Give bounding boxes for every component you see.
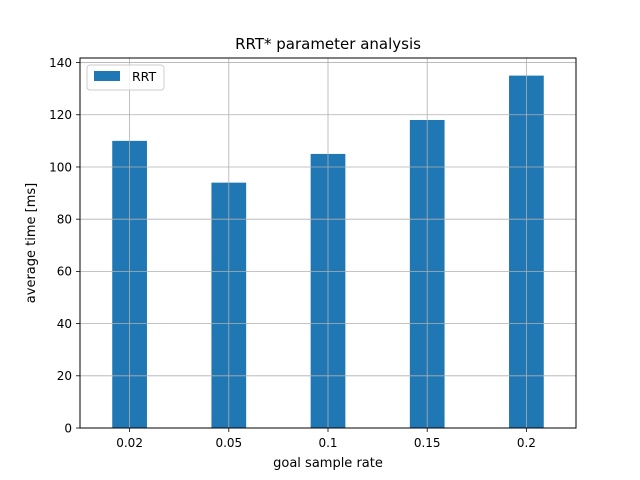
x-tick-label: 0.1 — [318, 436, 337, 450]
chart-title: RRT* parameter analysis — [235, 35, 421, 53]
y-axis-ticks: 0 20 40 60 80 100 120 140 — [49, 56, 80, 435]
y-tick-label: 140 — [49, 56, 72, 70]
x-tick-label: 0.05 — [215, 436, 242, 450]
y-tick-label: 20 — [57, 369, 72, 383]
legend-label-rrt: RRT — [132, 69, 156, 84]
legend: RRT — [86, 64, 165, 91]
x-axis-ticks: 0.02 0.05 0.1 0.15 0.2 — [116, 428, 536, 450]
x-tick-label: 0.15 — [414, 436, 441, 450]
y-tick-label: 100 — [49, 160, 72, 174]
y-tick-label: 40 — [57, 317, 72, 331]
y-tick-label: 0 — [64, 421, 72, 435]
y-tick-label: 80 — [57, 212, 72, 226]
legend-swatch-rrt — [94, 71, 120, 81]
y-axis-label: average time [ms] — [24, 183, 39, 303]
x-axis-label: goal sample rate — [273, 456, 383, 471]
y-tick-label: 120 — [49, 108, 72, 122]
x-tick-label: 0.02 — [116, 436, 143, 450]
y-tick-label: 60 — [57, 265, 72, 279]
x-tick-label: 0.2 — [517, 436, 536, 450]
